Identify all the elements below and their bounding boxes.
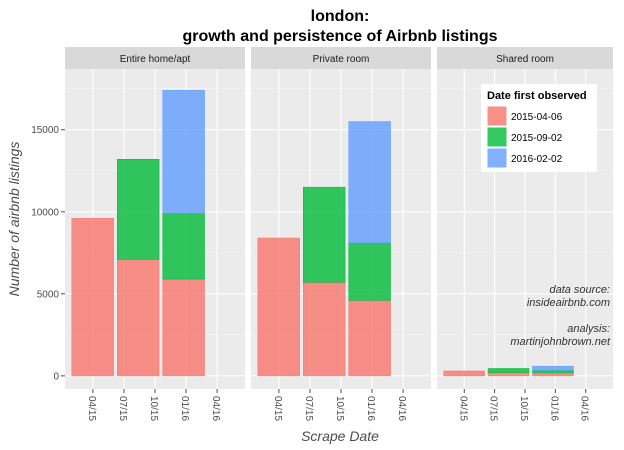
facet-label: Private room xyxy=(313,54,370,65)
legend-label: 2015-04-06 xyxy=(511,112,563,123)
facet-panel: Entire home/apt 04/15 07/15 10/15 01/16 04/16 xyxy=(65,47,245,421)
y-tick-label: 0 xyxy=(53,371,59,382)
legend-label: 2015-09-02 xyxy=(511,133,563,144)
bar-segment-2015-09-02 xyxy=(348,242,391,301)
bar-segment-2015-04-06 xyxy=(116,259,160,377)
legend-title: Date first observed xyxy=(487,90,587,102)
x-tick-label: 01/16 xyxy=(548,396,559,421)
legend-key xyxy=(486,105,508,127)
x-tick-label: 04/16 xyxy=(579,396,590,421)
x-tick-label: 04/15 xyxy=(86,396,97,421)
bar-segment-2015-09-02 xyxy=(302,186,346,283)
facet-label: Entire home/apt xyxy=(120,54,191,65)
x-tick-label: 01/16 xyxy=(179,396,190,421)
bar-segment-2015-04-06 xyxy=(302,282,346,377)
bar-segment-2016-02-02 xyxy=(532,365,574,371)
x-tick-label: 07/15 xyxy=(488,396,499,421)
bar-segment-2015-04-06 xyxy=(443,370,485,377)
annotation-line-3: analysis: xyxy=(567,323,610,335)
x-tick-label: 04/15 xyxy=(272,396,283,421)
facet-strip xyxy=(65,47,245,69)
x-axis-title: Scrape Date xyxy=(301,428,379,444)
x-tick-label: 10/15 xyxy=(518,396,529,421)
annotation-line-2: insideairbnb.com xyxy=(527,297,610,309)
y-tick-label: 15000 xyxy=(31,125,59,136)
bar-segment-2016-02-02 xyxy=(348,121,391,244)
x-tick-label: 04/16 xyxy=(210,396,221,421)
legend-label: 2016-02-02 xyxy=(511,154,563,165)
facet-strip xyxy=(437,47,613,69)
x-tick-label: 01/16 xyxy=(365,396,376,421)
legend-key xyxy=(486,147,508,169)
bar-segment-2015-04-06 xyxy=(487,372,530,377)
bar-segment-2015-09-02 xyxy=(162,213,205,280)
y-tick-label: 10000 xyxy=(31,207,59,218)
chart-title-line1: london: xyxy=(311,8,370,25)
facet-panel: Private room 04/15 07/15 10/15 01/16 04/16 xyxy=(251,47,431,421)
annotations: data source: insideairbnb.com analysis: … xyxy=(510,284,611,348)
x-tick-label: 10/15 xyxy=(334,396,345,421)
bar-segment-2015-04-06 xyxy=(532,372,574,377)
annotation-line-4: martinjohnbrown.net xyxy=(510,336,611,348)
x-tick-label: 07/15 xyxy=(303,396,314,421)
annotation-line-1: data source: xyxy=(549,284,610,296)
x-tick-label: 04/15 xyxy=(457,396,468,421)
y-tick-label: 5000 xyxy=(37,289,60,300)
bar-segment-2015-04-06 xyxy=(162,278,205,377)
legend-key xyxy=(486,126,508,148)
legend: Date first observed 2015-04-06 2015-09-02… xyxy=(481,84,597,172)
bar-segment-2015-09-02 xyxy=(532,370,574,374)
bar-segment-2015-09-02 xyxy=(116,159,160,260)
y-axis-title: Number of airbnb listings xyxy=(6,142,22,297)
x-tick-label: 04/16 xyxy=(396,396,407,421)
bar-segment-2015-04-06 xyxy=(257,237,300,377)
x-tick-label: 07/15 xyxy=(117,396,128,421)
x-tick-label: 10/15 xyxy=(148,396,159,421)
bar-segment-2015-09-02 xyxy=(487,368,530,373)
facet-label: Shared room xyxy=(496,54,554,65)
bar-segment-2015-04-06 xyxy=(71,218,114,377)
chart-title-line2: growth and persistence of Airbnb listing… xyxy=(183,28,498,45)
facet-strip xyxy=(251,47,431,69)
bar-segment-2015-04-06 xyxy=(348,300,391,377)
bar-segment-2016-02-02 xyxy=(162,90,205,214)
